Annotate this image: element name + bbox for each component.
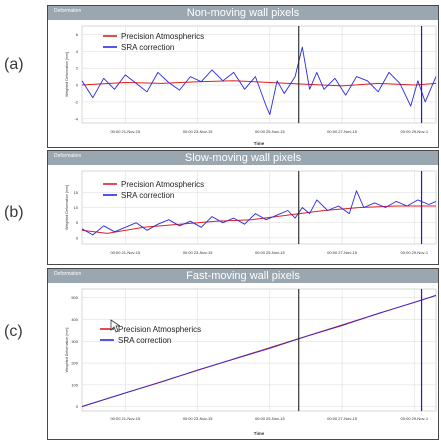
y-tick-label: 6: [76, 32, 79, 37]
series-line-sra-correction: [81, 294, 437, 407]
x-tick-label: 00:00 23-Nov-15: [183, 250, 214, 255]
chart-panel-slow-moving: Deformation Slow-moving wall pixels 00:0…: [47, 150, 439, 265]
panel-letter-c: (c): [4, 323, 23, 340]
x-tick-label: 00:00 21-Nov-15: [110, 129, 141, 134]
plot-area: [81, 288, 437, 412]
y-tick-label: -4: [74, 116, 78, 121]
legend-label: SRA correction: [121, 191, 174, 200]
legend-label: Precision Atmospherics: [121, 180, 204, 189]
panel-tag: Deformation: [54, 271, 82, 277]
y-tick-label: 0: [76, 83, 79, 88]
y-tick-label: 10: [74, 205, 79, 210]
chart-panel-non-moving: Deformation Non-moving wall pixels 00:00…: [47, 5, 439, 148]
chart-title: Non-moving wall pixels: [186, 7, 300, 19]
series-line-sra-correction: [81, 46, 437, 116]
chart-plot-fast-moving: 00:00 21-Nov-15 00:00 23-Nov-15 00:00 25-N…: [65, 288, 437, 436]
mouse-cursor-icon: [110, 319, 120, 333]
panel-header: Deformation Slow-moving wall pixels: [48, 151, 438, 165]
x-tick-label: 00:00 25-Nov-15: [255, 416, 286, 421]
y-tick-label: -2: [74, 99, 78, 104]
chart-title: Slow-moving wall pixels: [184, 152, 302, 164]
x-axis-label: Time: [254, 431, 265, 436]
y-tick-label: 500: [71, 295, 78, 300]
y-tick-label: 4: [76, 49, 79, 54]
x-tick-label: 00:00 27-Nov-15: [327, 416, 358, 421]
y-tick-label: 100: [71, 382, 78, 387]
legend-label: Precision Atmospherics: [118, 325, 201, 334]
legend-label: Precision Atmospherics: [121, 32, 204, 41]
panel-header: Deformation Non-moving wall pixels: [48, 6, 438, 20]
x-tick-label: 00:00 29-Nov-1: [401, 250, 429, 255]
x-tick-label: 00:00 25-Nov-15: [255, 250, 286, 255]
x-tick-label: 00:00 23-Nov-15: [183, 416, 214, 421]
x-tick-label: 00:00 21-Nov-15: [110, 250, 141, 255]
x-tick-label: 00:00 27-Nov-15: [327, 129, 358, 134]
series-line-sra-correction: [81, 190, 437, 236]
y-tick-label: 300: [71, 339, 78, 344]
x-tick-label: 00:00 21-Nov-15: [110, 416, 141, 421]
panel-letter-b: (b): [4, 204, 24, 221]
panel-tag: Deformation: [54, 8, 82, 14]
x-tick-label: 00:00 29-Nov-1: [401, 416, 429, 421]
y-axis-label: Weighted Deformation [mm]: [65, 328, 69, 373]
y-tick-label: 0: [76, 235, 79, 240]
x-axis-label: Time: [254, 141, 265, 146]
y-tick-label: 5: [76, 220, 79, 225]
series-line-precision-atmospherics: [81, 80, 437, 87]
y-axis-label: Weighted Deformation [mm]: [65, 185, 69, 230]
y-tick-label: 200: [71, 361, 78, 366]
panel-tag: Deformation: [54, 153, 82, 159]
chart-panel-fast-moving: Deformation Fast-moving wall pixels 00:0…: [47, 268, 439, 440]
chart-plot-slow-moving: 00:00 21-Nov-15 00:00 23-Nov-15 00:00 25-N…: [65, 170, 437, 255]
panel-header: Deformation Fast-moving wall pixels: [48, 269, 438, 283]
series-line-precision-atmospherics: [81, 205, 436, 234]
panel-letter-a: (a): [4, 56, 24, 73]
y-tick-label: 2: [76, 66, 79, 71]
x-tick-label: 00:00 25-Nov-15: [255, 129, 286, 134]
x-tick-label: 00:00 29-Nov-1: [401, 129, 429, 134]
y-tick-label: 400: [71, 317, 78, 322]
x-tick-label: 00:00 23-Nov-15: [183, 129, 214, 134]
y-tick-label: 0: [76, 404, 79, 409]
plot-area: [81, 25, 437, 124]
legend-label: SRA correction: [118, 336, 171, 345]
chart-plot-non-moving: 00:00 21-Nov-15 00:00 23-Nov-15 00:00 25-N…: [65, 25, 437, 146]
y-tick-label: 15: [74, 190, 79, 195]
y-axis-label: Weighted Deformation [mm]: [65, 52, 69, 97]
x-tick-label: 00:00 27-Nov-15: [327, 250, 358, 255]
chart-title: Fast-moving wall pixels: [186, 270, 300, 282]
legend-label: SRA correction: [121, 43, 174, 52]
